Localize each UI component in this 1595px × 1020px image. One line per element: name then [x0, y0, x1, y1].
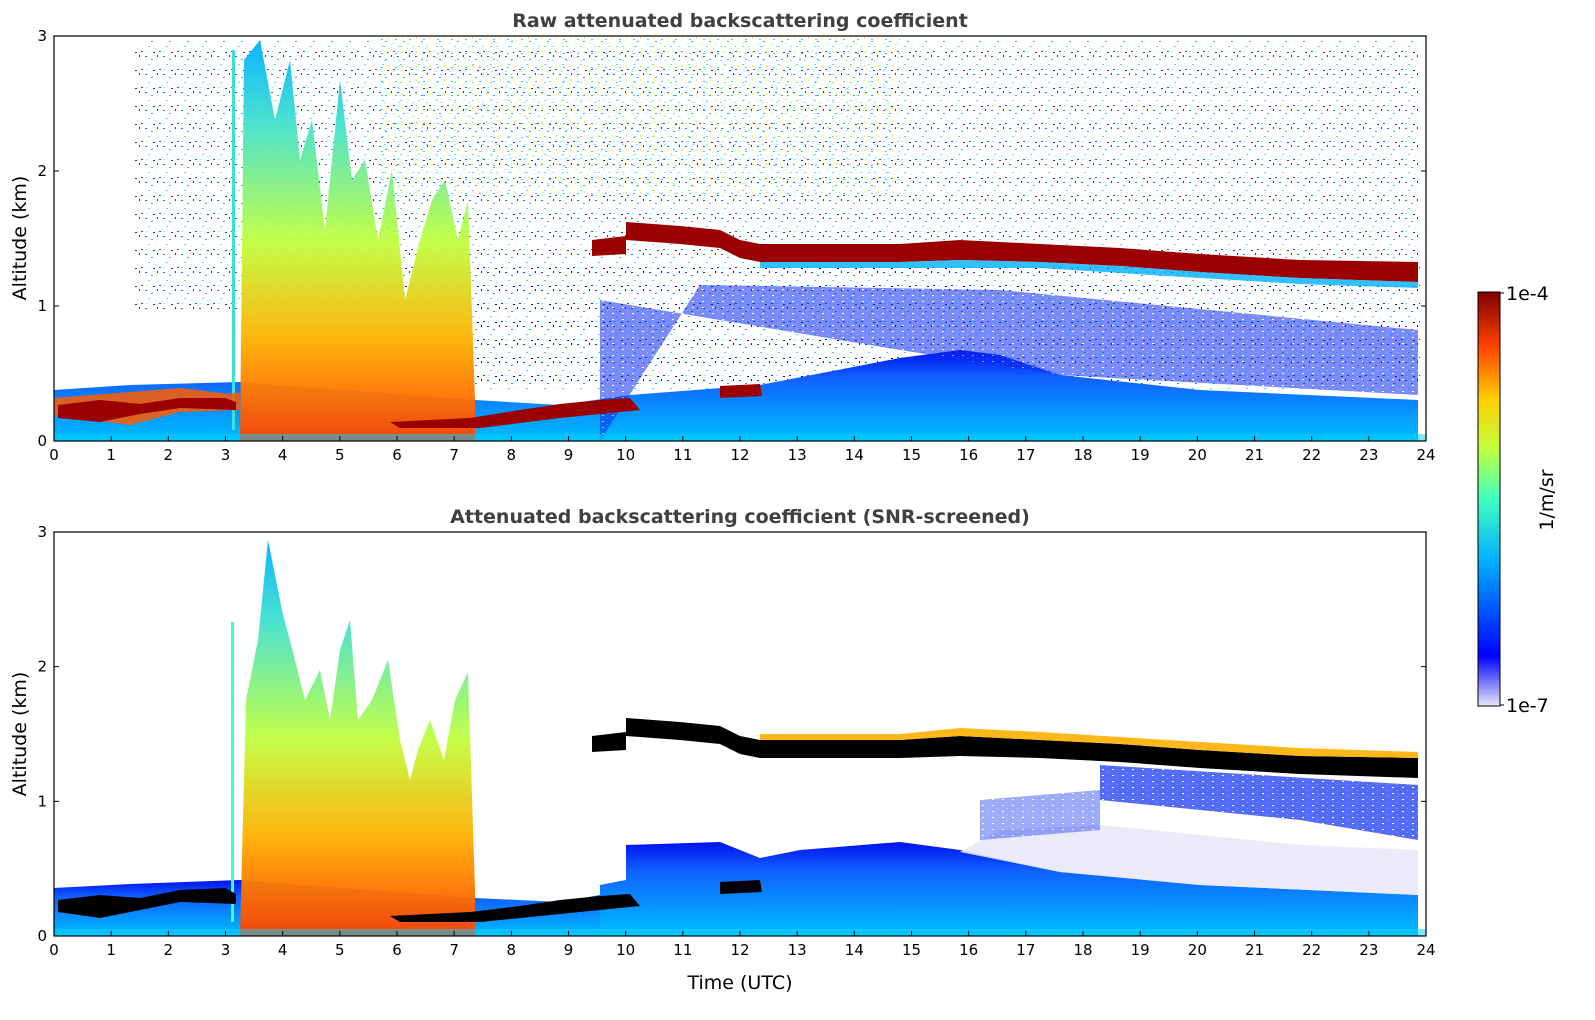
x-tick-label: 4 [278, 941, 288, 959]
x-tick-label: 3 [221, 941, 231, 959]
x-tick-label: 8 [507, 941, 517, 959]
x-tick-label: 0 [49, 941, 59, 959]
y-tick-label: 3 [37, 523, 47, 541]
x-tick-label: 1 [106, 446, 116, 464]
y-tick-label: 2 [37, 658, 47, 676]
x-tick-label: 11 [673, 941, 692, 959]
x-tick-label: 9 [564, 941, 574, 959]
x-tick-label: 2 [164, 941, 174, 959]
x-tick-label: 11 [673, 446, 692, 464]
x-tick-label: 17 [1016, 446, 1035, 464]
y-axis-label: Altitude (km) [9, 176, 31, 301]
y-tick-label: 1 [37, 792, 47, 810]
x-tick-label: 5 [335, 941, 345, 959]
x-ticks: 0 1 2 3 4 5 6 7 8 9 10 11 12 13 14 15 16 17 18 19 20 21 22 23 24 [49, 931, 1436, 959]
x-tick-label: 12 [730, 446, 749, 464]
y-tick-label: 1 [37, 297, 47, 315]
colorbar: 1e-4 1e-7 1/m/sr [1477, 283, 1558, 717]
x-tick-label: 24 [1416, 446, 1435, 464]
x-tick-label: 2 [164, 446, 174, 464]
x-tick-label: 15 [902, 446, 921, 464]
x-tick-label: 7 [449, 446, 459, 464]
y-ticks: 0 1 2 3 [37, 27, 1426, 450]
x-tick-label: 21 [1245, 446, 1264, 464]
x-tick-label: 14 [845, 941, 864, 959]
x-tick-label: 24 [1416, 941, 1435, 959]
heatmap-screened [54, 532, 1426, 936]
y-axis-label: Altitude (km) [9, 672, 31, 797]
x-tick-label: 5 [335, 446, 345, 464]
x-ticks: 0 1 2 3 4 5 6 7 8 9 10 11 12 13 14 15 16 17 18 19 20 21 22 23 24 [49, 436, 1436, 464]
x-tick-label: 20 [1188, 941, 1207, 959]
x-tick-label: 23 [1359, 446, 1378, 464]
x-tick-label: 16 [959, 446, 978, 464]
x-tick-label: 14 [845, 446, 864, 464]
heatmap-raw [54, 36, 1426, 441]
panel-snr-screened: Attenuated backscattering coefficient (S… [9, 506, 1436, 994]
x-tick-label: 13 [788, 941, 807, 959]
x-tick-label: 20 [1188, 446, 1207, 464]
x-tick-label: 3 [221, 446, 231, 464]
x-tick-label: 1 [106, 941, 116, 959]
panel-title: Attenuated backscattering coefficient (S… [450, 506, 1030, 528]
x-tick-label: 6 [392, 446, 402, 464]
y-ticks: 0 1 2 3 [37, 523, 1426, 945]
x-tick-label: 9 [564, 446, 574, 464]
x-tick-label: 18 [1073, 446, 1092, 464]
x-tick-label: 8 [507, 446, 517, 464]
y-tick-label: 0 [37, 927, 47, 945]
y-tick-label: 3 [37, 27, 47, 45]
x-tick-label: 13 [788, 446, 807, 464]
x-tick-label: 17 [1016, 941, 1035, 959]
x-tick-label: 10 [616, 446, 635, 464]
x-tick-label: 6 [392, 941, 402, 959]
x-tick-label: 16 [959, 941, 978, 959]
x-tick-label: 15 [902, 941, 921, 959]
y-tick-label: 2 [37, 162, 47, 180]
y-tick-label: 0 [37, 432, 47, 450]
colorbar-min-label: 1e-7 [1506, 695, 1549, 717]
colorbar-label: 1/m/sr [1536, 469, 1558, 530]
panel-raw: Raw attenuated backscattering coefficien… [9, 10, 1436, 464]
x-tick-label: 0 [49, 446, 59, 464]
colorbar-gradient [1477, 291, 1501, 707]
x-tick-label: 4 [278, 446, 288, 464]
x-tick-label: 19 [1131, 446, 1150, 464]
x-tick-label: 22 [1302, 446, 1321, 464]
x-tick-label: 19 [1131, 941, 1150, 959]
x-tick-label: 22 [1302, 941, 1321, 959]
panel-title: Raw attenuated backscattering coefficien… [512, 10, 968, 32]
x-tick-label: 18 [1073, 941, 1092, 959]
x-tick-label: 21 [1245, 941, 1264, 959]
x-axis-label: Time (UTC) [686, 972, 792, 994]
x-tick-label: 12 [730, 941, 749, 959]
colorbar-max-label: 1e-4 [1506, 283, 1549, 305]
x-tick-label: 23 [1359, 941, 1378, 959]
x-tick-label: 10 [616, 941, 635, 959]
x-tick-label: 7 [449, 941, 459, 959]
